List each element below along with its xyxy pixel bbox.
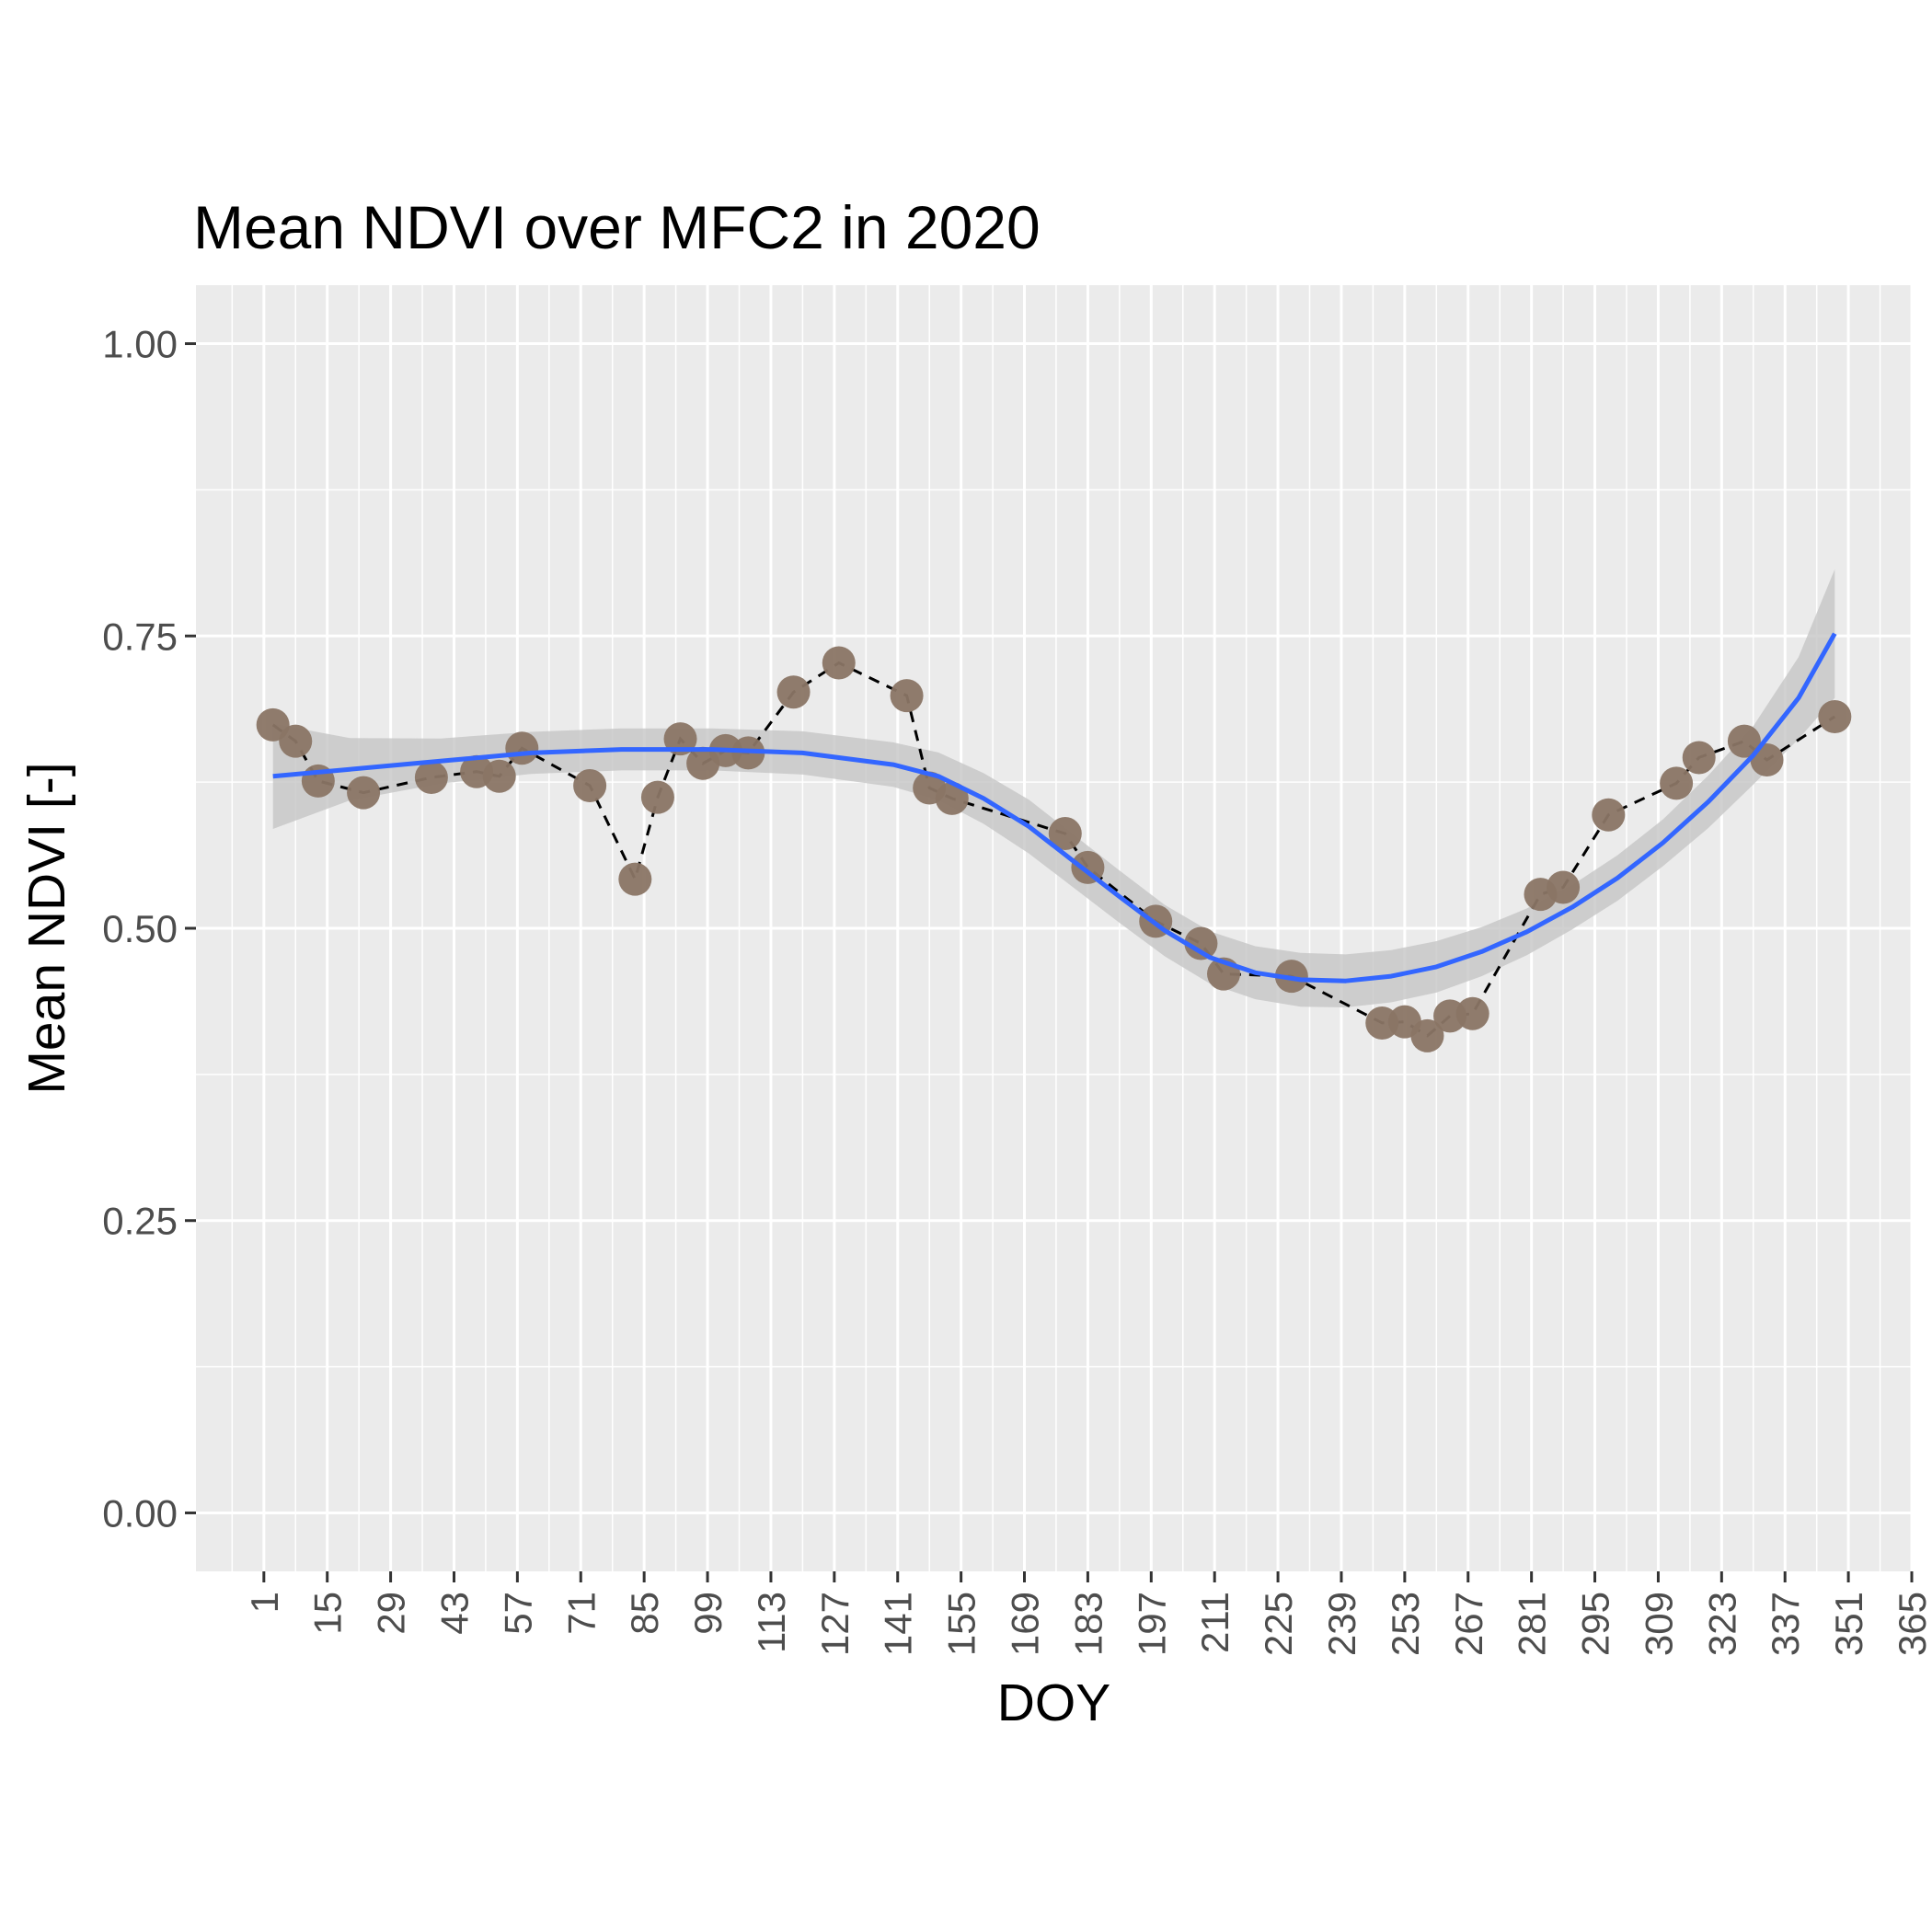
data-point [1547,870,1581,904]
data-points [256,646,1852,1052]
data-point [1410,1018,1444,1052]
data-point [890,679,924,713]
data-point [1660,766,1694,800]
y-axis-title: Mean NDVI [-] [17,762,76,1094]
y-tick-label: 1.00 [102,323,178,366]
x-tick-label: 295 [1574,1592,1617,1656]
data-point [822,646,856,680]
x-tick-label: 267 [1447,1592,1490,1656]
data-point [279,724,313,758]
data-point [1727,724,1761,758]
y-axis: 0.00 0.25 0.50 0.75 1.00 [102,323,196,1535]
data-point [776,675,811,709]
x-axis-title: DOY [997,1673,1111,1732]
grid-major [196,285,1914,1571]
x-tick-label: 225 [1257,1592,1300,1656]
data-point [1750,742,1784,776]
chart-title: Mean NDVI over MFC2 in 2020 [193,193,1041,261]
data-point [1592,798,1626,832]
data-point [1682,741,1716,775]
x-tick-label: 113 [750,1592,793,1653]
x-tick-label: 57 [496,1592,539,1635]
x-tick-label: 99 [686,1592,730,1635]
x-tick-label: 1 [243,1592,286,1613]
x-tick-label: 155 [940,1592,983,1656]
data-point [618,862,652,896]
smooth-trend-line [272,632,1837,983]
x-tick-label: 337 [1764,1592,1807,1656]
y-tick-label: 0.00 [102,1491,178,1535]
data-point [573,768,607,802]
data-point [1455,996,1489,1030]
x-tick-label: 253 [1384,1592,1427,1656]
x-tick-label: 85 [623,1592,666,1635]
x-tick-label: 141 [877,1592,920,1656]
x-tick-label: 211 [1193,1592,1236,1653]
data-point [505,731,539,765]
x-tick-label: 323 [1700,1592,1743,1656]
data-point [482,759,516,793]
data-point [414,761,448,795]
data-point [1818,699,1852,733]
data-point [935,781,969,815]
data-point [347,776,381,810]
y-tick-label: 0.50 [102,907,178,950]
x-tick-label: 365 [1891,1592,1932,1656]
x-tick-label: 197 [1130,1592,1173,1656]
x-tick-label: 239 [1320,1592,1363,1656]
x-tick-label: 169 [1004,1592,1047,1656]
y-tick-label: 0.75 [102,615,178,658]
data-point [1048,817,1082,851]
x-tick-label: 71 [559,1592,603,1635]
x-tick-label: 183 [1066,1592,1110,1656]
x-tick-label: 309 [1637,1592,1680,1656]
x-tick-label: 43 [433,1592,477,1635]
x-tick-label: 127 [813,1592,857,1656]
y-tick-label: 0.25 [102,1200,178,1243]
x-tick-label: 351 [1827,1592,1870,1656]
x-tick-label: 15 [306,1592,350,1635]
data-point [1184,926,1218,960]
x-tick-label: 29 [370,1592,413,1635]
x-axis: 1 15 29 43 57 71 85 99 113 127 141 155 169 183 197 211 2… [243,1571,1932,1656]
x-tick-label: 281 [1511,1592,1554,1656]
data-point [640,780,674,814]
